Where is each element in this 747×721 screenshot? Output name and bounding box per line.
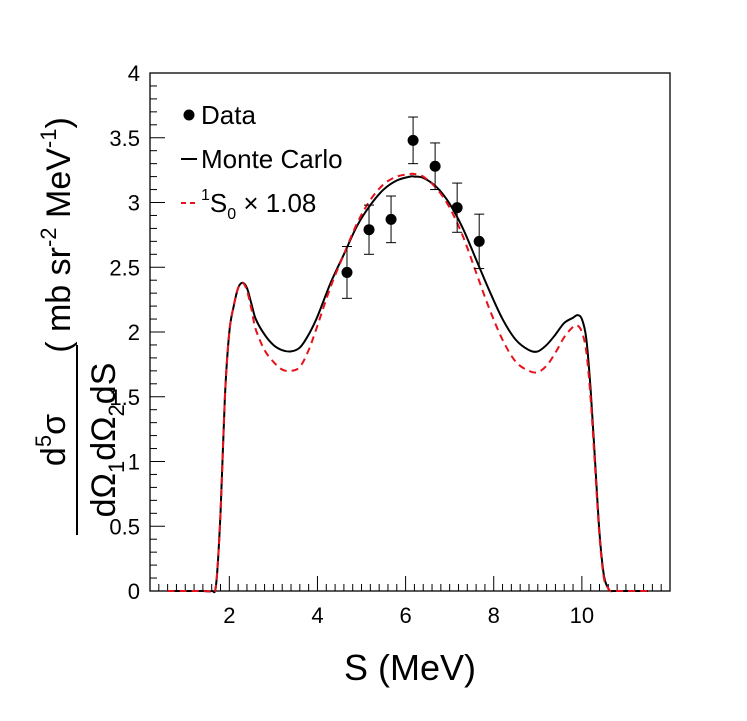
y-tick-label: 1 (128, 450, 140, 475)
data-point (363, 224, 375, 236)
y-tick-label: 0 (128, 579, 140, 604)
y-tick-label: 3.5 (109, 126, 140, 151)
x-tick-labels: 2 4 6 8 10 (223, 603, 594, 628)
x-tick-label: 4 (311, 603, 323, 628)
y-tick-label: 4 (128, 61, 140, 86)
data-point (385, 213, 397, 225)
data-point (429, 160, 441, 172)
y-tick-label: 0.5 (109, 514, 140, 539)
data-point (451, 202, 463, 214)
y-axis-label-numerator: d5σ (31, 414, 73, 466)
x-tick-label: 8 (488, 603, 500, 628)
legend: Data Monte Carlo 1S0 × 1.08 (181, 100, 343, 223)
series-line-monte-carlo (167, 175, 648, 594)
legend-data-marker (183, 109, 195, 121)
x-axis-label: S (MeV) (344, 647, 476, 688)
x-tick-label: 2 (223, 603, 235, 628)
y-tick-label: 1.5 (109, 385, 140, 410)
legend-data-label: Data (201, 100, 256, 130)
series-line-1s0 (167, 172, 648, 594)
y-axis-label-denominator: dΩ1dΩ2dS (85, 363, 129, 518)
x-tick-label: 6 (399, 603, 411, 628)
series-layer (167, 116, 648, 594)
data-point (407, 134, 419, 146)
data-point (341, 266, 353, 278)
legend-monte-carlo-label: Monte Carlo (201, 144, 343, 174)
y-tick-label: 2.5 (109, 255, 140, 280)
y-tick-label: 3 (128, 191, 140, 216)
y-axis-label-units: ( mb sr-2 MeV-1) (36, 117, 78, 353)
y-axis-label: d5σ dΩ1dΩ2dS ( mb sr-2 MeV-1) (31, 117, 129, 535)
y-tick-label: 2 (128, 320, 140, 345)
y-tick-labels: 0 0.5 1 1.5 2 2.5 3 3.5 4 (109, 61, 140, 604)
axis-ticks (149, 72, 671, 592)
legend-1s0-label: 1S0 × 1.08 (201, 187, 316, 223)
data-point (473, 235, 485, 247)
x-tick-label: 10 (570, 603, 594, 628)
